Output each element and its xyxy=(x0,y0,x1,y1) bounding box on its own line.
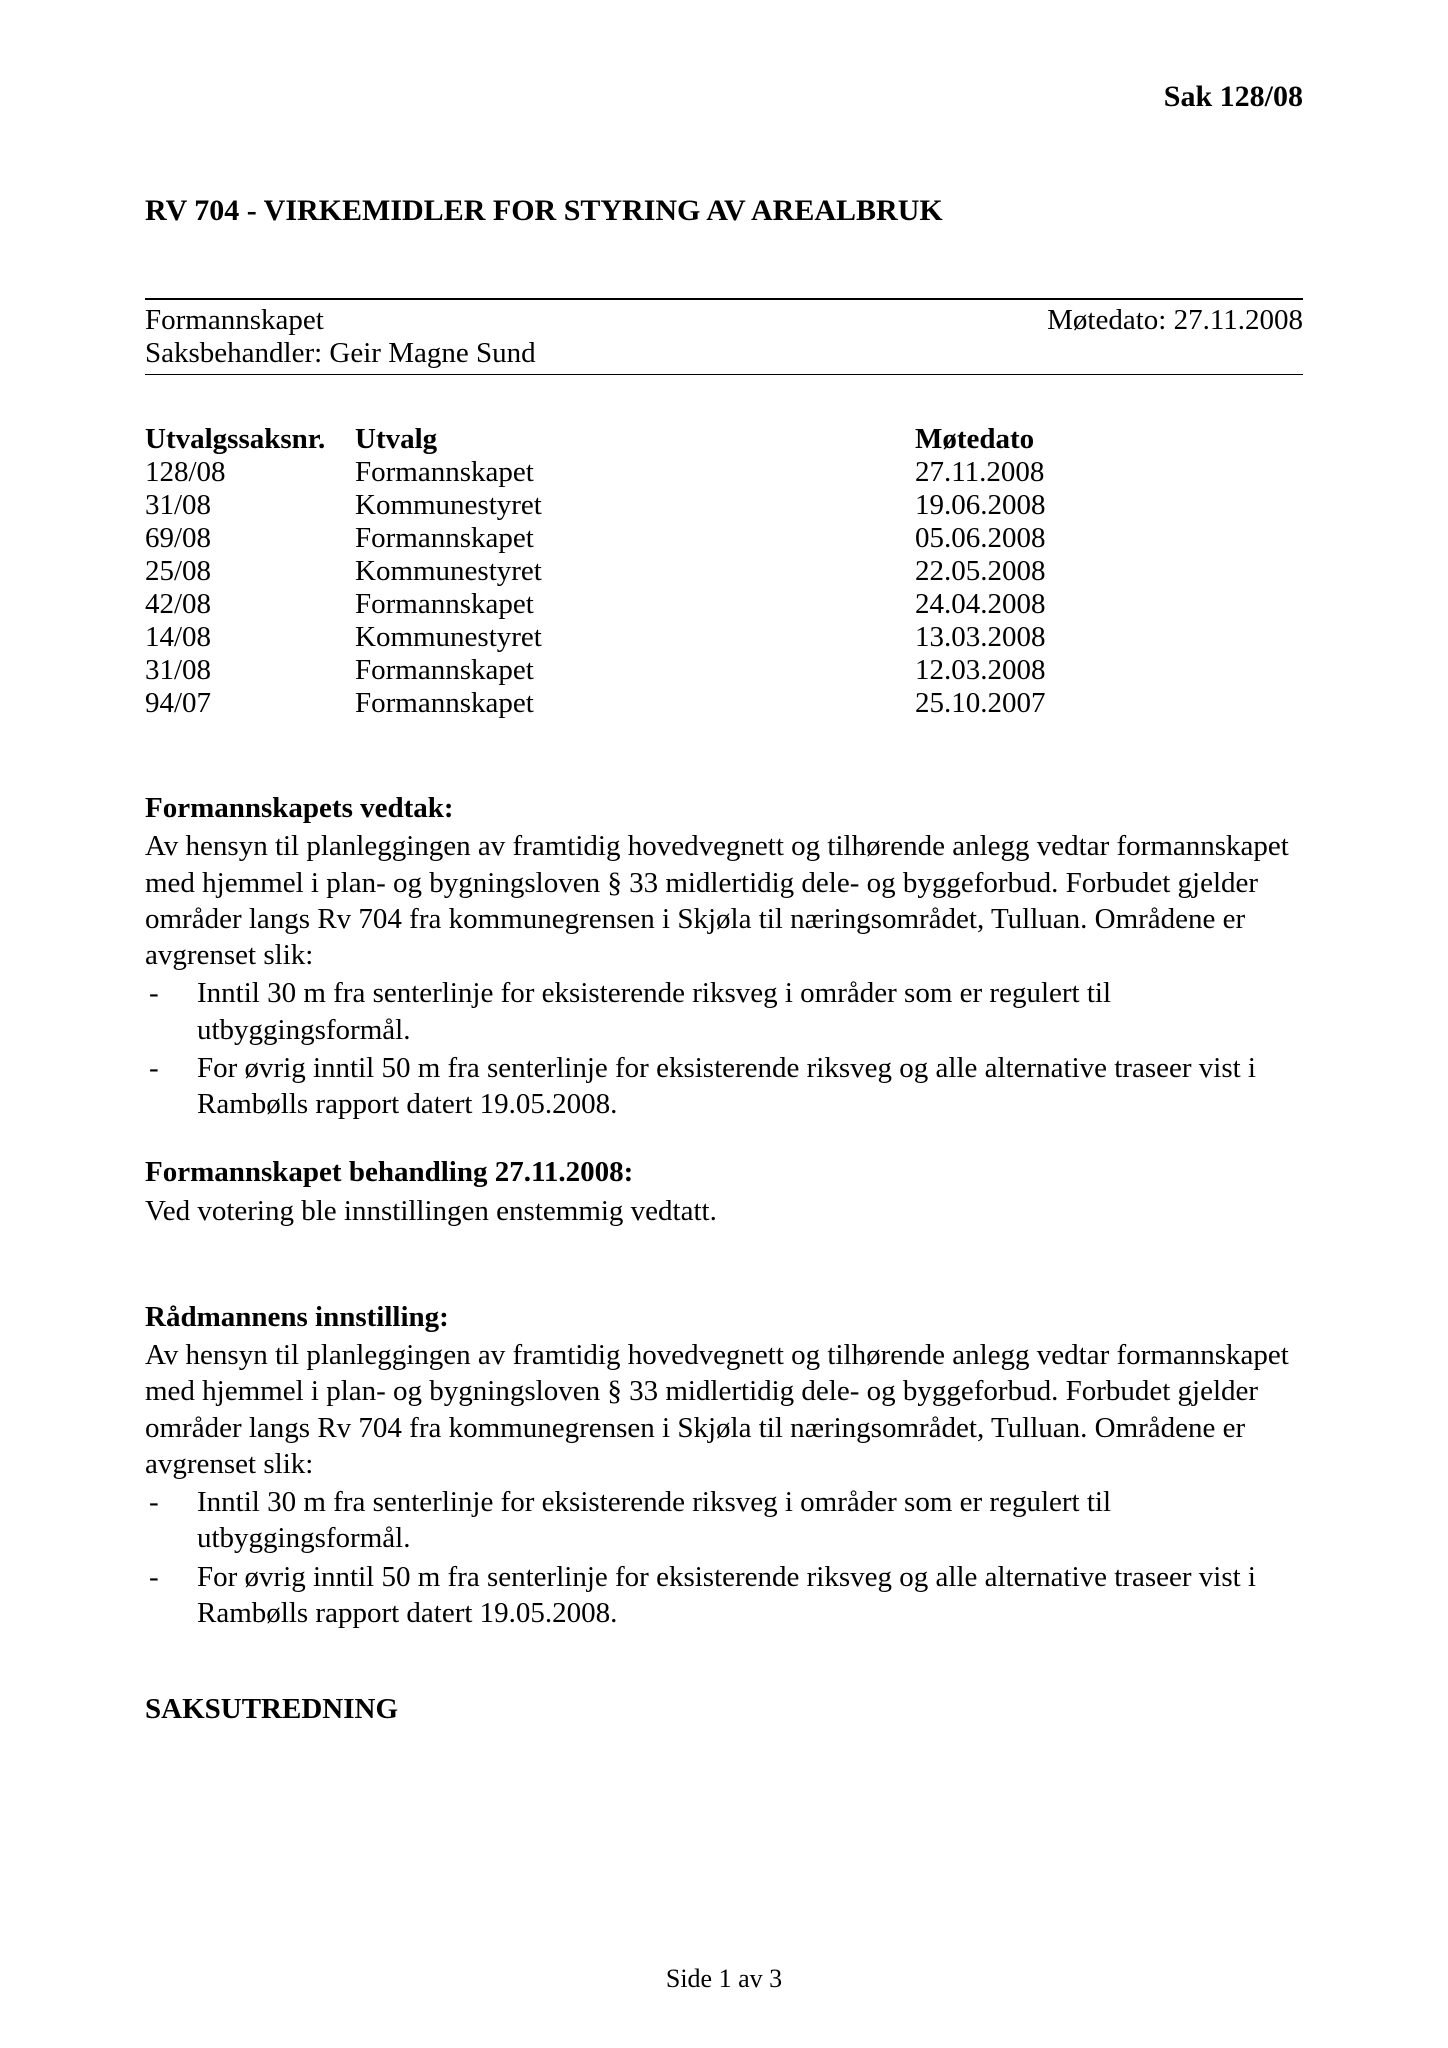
cell-utvalg: Formannskapet xyxy=(355,687,915,720)
case-handler: Saksbehandler: Geir Magne Sund xyxy=(145,337,1303,370)
committee-name: Formannskapet xyxy=(145,304,324,337)
cell-dato: 24.04.2008 xyxy=(915,588,1046,621)
behandling-heading: Formannskapet behandling 27.11.2008: xyxy=(145,1154,1303,1190)
table-row: 31/08 Kommunestyret 19.06.2008 xyxy=(145,489,1303,522)
cell-dato: 19.06.2008 xyxy=(915,489,1046,522)
table-row: 25/08 Kommunestyret 22.05.2008 xyxy=(145,555,1303,588)
meta-block: Formannskapet Møtedato: 27.11.2008 Saksb… xyxy=(145,300,1303,374)
meeting-date: Møtedato: 27.11.2008 xyxy=(1047,304,1303,337)
cell-saksnr: 25/08 xyxy=(145,555,355,588)
cell-dato: 22.05.2008 xyxy=(915,555,1046,588)
cell-saksnr: 14/08 xyxy=(145,621,355,654)
cell-utvalg: Kommunestyret xyxy=(355,555,915,588)
cell-dato: 25.10.2007 xyxy=(915,687,1046,720)
header-dato: Møtedato xyxy=(915,423,1034,456)
document-title: RV 704 - VIRKEMIDLER FOR STYRING AV AREA… xyxy=(145,194,1303,228)
table-row: 128/08 Formannskapet 27.11.2008 xyxy=(145,456,1303,489)
cell-dato: 13.03.2008 xyxy=(915,621,1046,654)
cell-dato: 27.11.2008 xyxy=(915,456,1044,489)
innstilling-body: Av hensyn til planleggingen av framtidig… xyxy=(145,1337,1303,1482)
saksutredning-section: SAKSUTREDNING xyxy=(145,1691,1303,1727)
table-row: 94/07 Formannskapet 25.10.2007 xyxy=(145,687,1303,720)
innstilling-list: Inntil 30 m fra senterlinje for eksister… xyxy=(145,1484,1303,1631)
innstilling-heading: Rådmannens innstilling: xyxy=(145,1299,1303,1335)
cell-utvalg: Formannskapet xyxy=(355,588,915,621)
behandling-section: Formannskapet behandling 27.11.2008: Ved… xyxy=(145,1154,1303,1229)
page: Sak 128/08 RV 704 - VIRKEMIDLER FOR STYR… xyxy=(0,0,1448,2048)
cell-dato: 05.06.2008 xyxy=(915,522,1046,555)
case-history-table: Utvalgssaksnr. Utvalg Møtedato 128/08 Fo… xyxy=(145,423,1303,720)
table-row: 42/08 Formannskapet 24.04.2008 xyxy=(145,588,1303,621)
table-row: 31/08 Formannskapet 12.03.2008 xyxy=(145,654,1303,687)
vedtak-heading: Formannskapets vedtak: xyxy=(145,790,1303,826)
cell-saksnr: 31/08 xyxy=(145,489,355,522)
list-item: For øvrig inntil 50 m fra senterlinje fo… xyxy=(145,1559,1303,1632)
saksutredning-heading: SAKSUTREDNING xyxy=(145,1691,1303,1727)
list-item: Inntil 30 m fra senterlinje for eksister… xyxy=(145,1484,1303,1557)
cell-utvalg: Kommunestyret xyxy=(355,621,915,654)
divider xyxy=(145,374,1303,375)
cell-saksnr: 42/08 xyxy=(145,588,355,621)
header-saksnr: Utvalgssaksnr. xyxy=(145,423,355,456)
innstilling-section: Rådmannens innstilling: Av hensyn til pl… xyxy=(145,1299,1303,1631)
cell-utvalg: Kommunestyret xyxy=(355,489,915,522)
cell-saksnr: 69/08 xyxy=(145,522,355,555)
table-row: 14/08 Kommunestyret 13.03.2008 xyxy=(145,621,1303,654)
case-ref: Sak 128/08 xyxy=(145,80,1303,114)
table-header-row: Utvalgssaksnr. Utvalg Møtedato xyxy=(145,423,1303,456)
cell-dato: 12.03.2008 xyxy=(915,654,1046,687)
page-footer: Side 1 av 3 xyxy=(0,1964,1448,1994)
vedtak-body: Av hensyn til planleggingen av framtidig… xyxy=(145,828,1303,973)
list-item: Inntil 30 m fra senterlinje for eksister… xyxy=(145,975,1303,1048)
vedtak-section: Formannskapets vedtak: Av hensyn til pla… xyxy=(145,790,1303,1122)
cell-saksnr: 94/07 xyxy=(145,687,355,720)
vedtak-list: Inntil 30 m fra senterlinje for eksister… xyxy=(145,975,1303,1122)
cell-utvalg: Formannskapet xyxy=(355,456,915,489)
cell-utvalg: Formannskapet xyxy=(355,654,915,687)
behandling-body: Ved votering ble innstillingen enstemmig… xyxy=(145,1193,1303,1229)
cell-utvalg: Formannskapet xyxy=(355,522,915,555)
table-row: 69/08 Formannskapet 05.06.2008 xyxy=(145,522,1303,555)
list-item: For øvrig inntil 50 m fra senterlinje fo… xyxy=(145,1050,1303,1123)
header-utvalg: Utvalg xyxy=(355,423,915,456)
cell-saksnr: 31/08 xyxy=(145,654,355,687)
cell-saksnr: 128/08 xyxy=(145,456,355,489)
